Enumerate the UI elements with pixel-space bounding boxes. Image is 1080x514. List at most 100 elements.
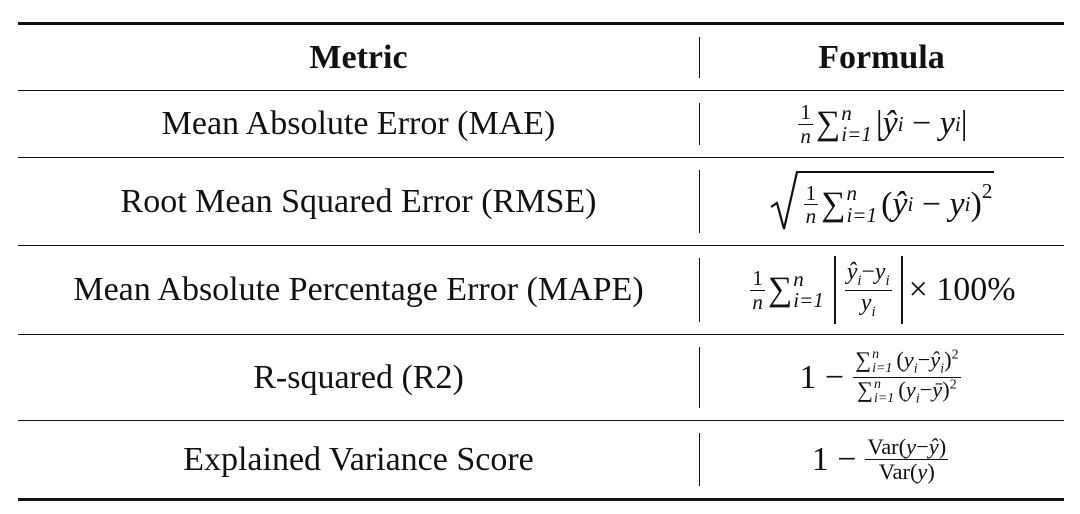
formula-group: n i=1 <box>841 100 872 146</box>
metrics-table: Metric Formula Mean Absolute Error (MAE)… <box>18 22 1064 501</box>
header-cell: Formula <box>699 25 1064 90</box>
formula-part: ŷ <box>846 259 858 286</box>
formula-part: 1 <box>798 100 813 125</box>
formula-part: ∑ <box>857 377 874 403</box>
formula-part: i <box>964 192 971 216</box>
formula-cell: 1 − ∑ n i=1 (yi−ŷi)2 ∑ n i=1 (yi−ȳ)2 <box>699 335 1064 420</box>
formula-part: ∑ <box>821 185 846 223</box>
formula-part: Var( <box>867 434 907 460</box>
formula-part: − <box>921 185 942 223</box>
formula-part: 2 <box>949 377 957 393</box>
formula-part: Var( <box>878 459 918 484</box>
formula-part: i <box>857 273 862 290</box>
formula-part: | <box>875 105 883 142</box>
formula-part: i=1 <box>793 288 824 312</box>
formula-part: ) <box>942 377 950 403</box>
formula-part: ŷ <box>882 105 898 142</box>
formula-part: ) <box>927 459 935 484</box>
formula-part: ∑ <box>815 105 841 142</box>
formula-part: ȳ <box>932 377 943 403</box>
metric-cell: Mean Absolute Percentage Error (MAPE) <box>73 271 644 308</box>
metric-cell: Root Mean Squared Error (RMSE) <box>120 182 597 220</box>
formula-part: i <box>915 391 920 407</box>
formula-part: ( <box>896 346 904 372</box>
formula-part: − <box>916 434 929 460</box>
metric-cell: R-squared (R2) <box>253 358 464 396</box>
formula-part: ( <box>898 377 906 403</box>
formula-group: n i=1 <box>846 183 877 225</box>
radical-sign <box>770 170 799 229</box>
formula-part: i <box>940 361 945 377</box>
formula-part: i=1 <box>872 360 893 376</box>
formula-group: ∑ n i=1 (yi−ŷi)2 <box>853 346 961 378</box>
formula-part: − <box>861 259 875 286</box>
formula-part: × 100% <box>908 271 1016 308</box>
table-row: R-squared (R2) 1 − ∑ n i=1 (yi−ŷi)2 ∑ n i=1 (y… <box>18 335 1064 421</box>
formula-part: i=1 <box>841 122 872 146</box>
formula-group: n i=1 <box>872 346 893 376</box>
formula-part: 2 <box>951 347 959 363</box>
formula-part: 1 − <box>811 440 857 478</box>
metric-cell: Explained Variance Score <box>183 440 534 478</box>
formula-part: i <box>913 361 918 377</box>
formula-part: ) <box>970 185 982 223</box>
header-row: Metric Formula <box>18 25 1064 91</box>
formula-part: y <box>903 346 914 372</box>
formula-part: y <box>939 105 955 142</box>
formula-part: y <box>917 459 928 484</box>
formula-part: y <box>906 434 917 460</box>
formula-group: ∑ n i=1 (yi−ŷi)2 ∑ n i=1 (yi−ȳ)2 <box>853 346 961 407</box>
formula-group: ∑ n i=1 (yi−ȳ)2 <box>857 378 957 407</box>
formula-part: − <box>917 346 931 372</box>
formula-part: y <box>905 377 916 403</box>
formula-group: Var(y−ŷ) Var(y) <box>865 434 949 484</box>
formula-group: ŷi−yi yi <box>844 259 892 320</box>
header-cell: Metric <box>309 38 408 76</box>
formula-part: ∑ <box>767 271 793 308</box>
formula-group: n i=1 <box>793 266 824 312</box>
formula-group: n i=1 <box>874 378 894 406</box>
formula-part: 1 − <box>799 358 845 396</box>
formula-group: ŷi−yi <box>844 259 892 291</box>
table-row: Explained Variance Score 1 − Var(y−ŷ) Va… <box>18 421 1064 498</box>
formula-part: n <box>872 346 880 362</box>
formula-part: n <box>800 123 811 148</box>
formula-part: i <box>871 303 876 320</box>
formula-part: ( <box>881 185 893 223</box>
formula-part: n <box>846 181 857 206</box>
formula-group: Var(y−ŷ) <box>865 434 949 460</box>
formula-part: n <box>805 204 817 228</box>
absolute-bars: ŷi−yi yi <box>833 256 903 324</box>
formula-part: y <box>874 259 886 286</box>
formula-part: y <box>860 289 872 316</box>
formula-part: ) <box>938 434 947 460</box>
formula-cell: 1 − Var(y−ŷ) Var(y) <box>699 421 1064 498</box>
formula-part: − <box>919 377 933 403</box>
formula-part: ∑ <box>855 346 872 372</box>
formula-group: yi <box>860 289 876 320</box>
formula-part: n <box>793 266 804 291</box>
formula-part: i=1 <box>874 390 895 406</box>
formula-part: i <box>954 111 961 136</box>
formula-part: i <box>897 111 904 136</box>
formula-part: 1 <box>750 266 765 291</box>
formula-part: i=1 <box>846 202 878 227</box>
metric-cell: Mean Absolute Error (MAE) <box>161 105 556 142</box>
formula-part: n <box>841 100 852 125</box>
formula-part: ) <box>944 346 952 372</box>
formula-group: Var(y) <box>879 460 935 484</box>
formula-part: ŷ <box>930 346 941 372</box>
formula-part: n <box>752 289 763 314</box>
